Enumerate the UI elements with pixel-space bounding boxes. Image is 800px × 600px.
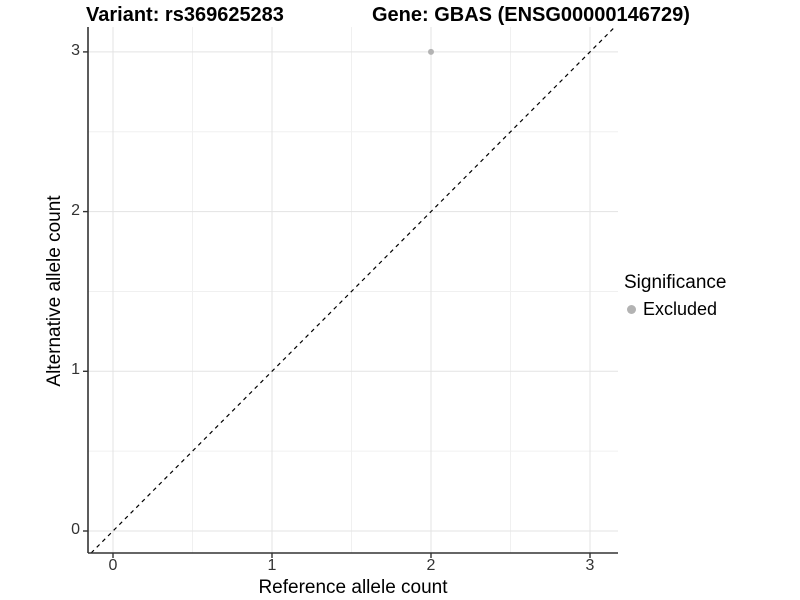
legend-title: Significance <box>624 272 727 293</box>
y-tick-label: 1 <box>71 361 80 379</box>
legend-entry-label: Excluded <box>643 299 718 319</box>
legend-point-swatch-icon <box>627 305 636 314</box>
gridlines-minor <box>88 27 618 553</box>
x-tick-label: 2 <box>426 557 436 574</box>
plot-title-variant: Variant: rs369625283 <box>86 4 284 26</box>
x-tick-label: 1 <box>267 557 277 574</box>
data-points <box>428 48 434 55</box>
identity-line <box>90 26 616 554</box>
x-tick-label: 3 <box>585 557 595 574</box>
plot-title-gene: Gene: GBAS (ENSG00000146729) <box>372 4 690 26</box>
identity-dashed-line <box>90 26 616 554</box>
data-point <box>428 48 434 55</box>
y-tick-label: 2 <box>71 201 80 219</box>
axis-lines <box>87 27 618 554</box>
gridlines-major <box>88 27 618 553</box>
y-axis-title: Alternative allele count <box>44 195 65 387</box>
legend: Significance Excluded <box>624 272 726 320</box>
x-tick-label: 0 <box>108 557 118 574</box>
axis-tick-marks <box>83 51 591 558</box>
y-tick-label: 3 <box>71 41 80 59</box>
legend-entry-excluded: Excluded <box>624 299 726 320</box>
x-axis-title: Reference allele count <box>258 577 448 598</box>
y-tick-label: 0 <box>71 521 80 538</box>
